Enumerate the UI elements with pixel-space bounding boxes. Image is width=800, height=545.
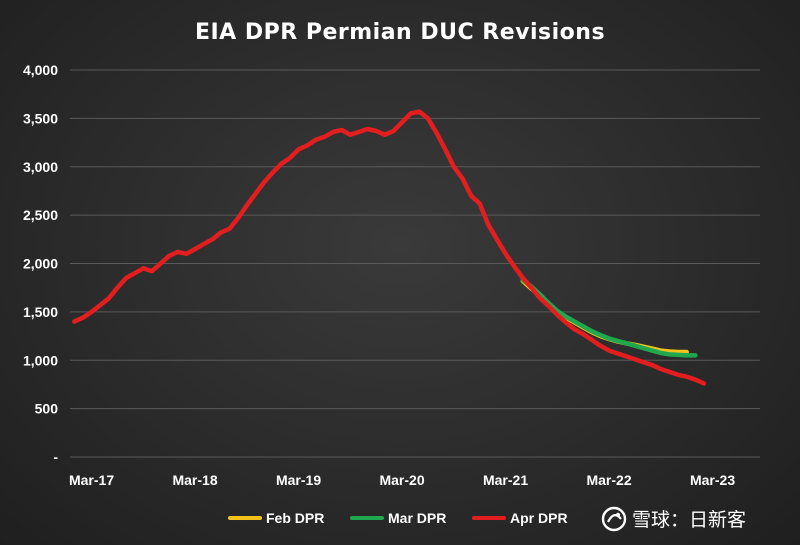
legend-item: Feb DPR: [228, 510, 324, 526]
series-feb-dpr: [520, 278, 689, 355]
y-tick-label: 500: [35, 401, 59, 417]
y-tick-label: 3,000: [23, 159, 58, 175]
legend-label: Feb DPR: [266, 510, 324, 526]
watermark-logo-icon: [601, 506, 627, 532]
watermark-text: 雪球：日新客: [632, 509, 746, 531]
legend-label: Mar DPR: [388, 510, 446, 526]
x-tick-label: Mar-19: [276, 472, 321, 488]
y-tick-label: 4,000: [23, 62, 58, 78]
x-tick-label: Mar-21: [483, 472, 528, 488]
axes: - 500 1,000 1,500 2,000 2,500 3,000 3,500 4,000 M…: [23, 62, 735, 488]
series-line: [520, 277, 698, 358]
x-tick-label: Mar-17: [69, 472, 114, 488]
series-mar-dpr: [520, 277, 698, 358]
y-tick-label: 3,500: [23, 110, 58, 126]
y-tick-label: 2,000: [23, 256, 58, 272]
series-apr-dpr: [72, 109, 707, 386]
y-tick-label: 2,500: [23, 207, 58, 223]
x-tick-label: Mar-22: [586, 472, 631, 488]
legend-item: Mar DPR: [350, 510, 446, 526]
legend-item: Apr DPR: [472, 510, 568, 526]
legend: Feb DPR Mar DPR Apr DPR: [228, 510, 568, 526]
series-line: [520, 278, 689, 355]
x-tick-label: Mar-23: [690, 472, 735, 488]
watermark: 雪球：日新客: [601, 506, 746, 532]
chart-title: EIA DPR Permian DUC Revisions: [195, 20, 605, 45]
y-tick-label: 1,500: [23, 304, 58, 320]
series-line: [72, 109, 707, 386]
y-tick-label: -: [53, 449, 58, 465]
plot-area: [72, 109, 707, 386]
chart-title-group: EIA DPR Permian DUC Revisions: [195, 20, 605, 45]
y-tick-label: 1,000: [23, 352, 58, 368]
x-tick-label: Mar-20: [379, 472, 424, 488]
gridlines: [70, 69, 760, 458]
x-tick-label: Mar-18: [172, 472, 217, 488]
legend-label: Apr DPR: [510, 510, 568, 526]
